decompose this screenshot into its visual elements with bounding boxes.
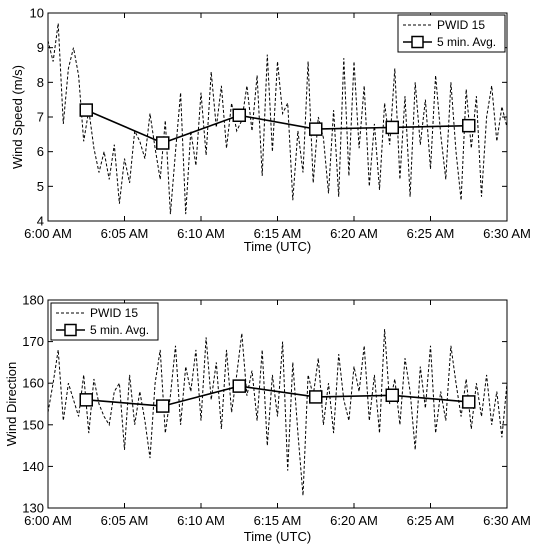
avg-point-marker [232, 379, 246, 393]
x-axis-label: Time (UTC) [244, 239, 311, 254]
y-axis-label: Wind Speed (m/s) [10, 65, 25, 169]
series-layer [47, 23, 508, 215]
y-tick-label: 9 [37, 40, 44, 55]
legend-marker-avg [64, 323, 77, 337]
legend-label: PWID 15 [90, 306, 138, 320]
y-tick-label: 130 [22, 501, 44, 516]
y-tick-label: 8 [37, 75, 44, 90]
avg-point-marker [385, 120, 399, 135]
x-tick-label: 6:05 AM [101, 513, 149, 528]
y-tick-label: 10 [30, 6, 44, 21]
y-tick-label: 7 [37, 110, 44, 125]
x-tick-label: 6:25 AM [407, 513, 455, 528]
avg-point-marker [385, 388, 399, 403]
y-tick-label: 5 [37, 179, 44, 194]
y-tick-label: 150 [22, 417, 44, 432]
avg-point-marker [232, 108, 246, 123]
x-tick-label: 6:00 AM [24, 226, 72, 241]
x-tick-label: 6:20 AM [330, 226, 378, 241]
y-tick-label: 140 [22, 459, 44, 474]
x-tick-label: 6:10 AM [177, 513, 225, 528]
legend-label: 5 min. Avg. [437, 35, 496, 49]
y-tick-label: 6 [37, 144, 44, 159]
wind-speed-chart: 6:00 AM 6:05 AM 6:10 AM 6:15 AM 6:20 AM 6:25 … [10, 6, 531, 255]
y-tick-label: 170 [22, 334, 44, 349]
legend-label: 5 min. Avg. [90, 323, 149, 337]
x-tick-label: 6:10 AM [177, 226, 225, 241]
x-tick-label: 6:20 AM [330, 513, 378, 528]
avg-point-marker [79, 393, 93, 407]
series-layer [47, 329, 508, 496]
legend: PWID 15 5 min. Avg. [50, 302, 159, 341]
y-tick-label: 160 [22, 376, 44, 391]
wind-direction-chart: 6:00 AM 6:05 AM 6:10 AM 6:15 AM 6:20 AM 6:25 … [4, 293, 531, 545]
x-tick-label: 6:00 AM [24, 513, 72, 528]
legend-marker-avg [411, 35, 424, 49]
series-line-avg [86, 385, 469, 407]
axis-ticks: 6:00 AM 6:05 AM 6:10 AM 6:15 AM 6:20 AM 6:25 … [24, 6, 531, 242]
x-tick-label: 6:30 AM [483, 226, 531, 241]
avg-point-marker [309, 122, 323, 136]
x-tick-label: 6:15 AM [254, 513, 302, 528]
axis-ticks: 6:00 AM 6:05 AM 6:10 AM 6:15 AM 6:20 AM 6:25 … [22, 293, 531, 529]
y-tick-label: 180 [22, 293, 44, 308]
legend-label: PWID 15 [437, 18, 485, 32]
avg-point-marker [462, 118, 476, 133]
avg-point-marker [156, 136, 170, 150]
y-axis-label: Wind Direction [4, 362, 19, 447]
x-tick-label: 6:05 AM [101, 226, 149, 241]
series-line-pwid [47, 23, 508, 215]
x-tick-label: 6:15 AM [254, 226, 302, 241]
x-tick-label: 6:30 AM [483, 513, 531, 528]
x-axis-label: Time (UTC) [244, 529, 311, 544]
series-line-pwid [47, 329, 508, 496]
avg-point-marker [309, 390, 323, 404]
legend: PWID 15 5 min. Avg. [397, 14, 506, 53]
avg-point-marker [79, 103, 93, 117]
avg-point-marker [156, 399, 170, 413]
x-tick-label: 6:25 AM [407, 226, 455, 241]
series-line-avg [85, 109, 469, 144]
avg-point-marker [462, 395, 476, 409]
y-tick-label: 4 [37, 214, 44, 229]
